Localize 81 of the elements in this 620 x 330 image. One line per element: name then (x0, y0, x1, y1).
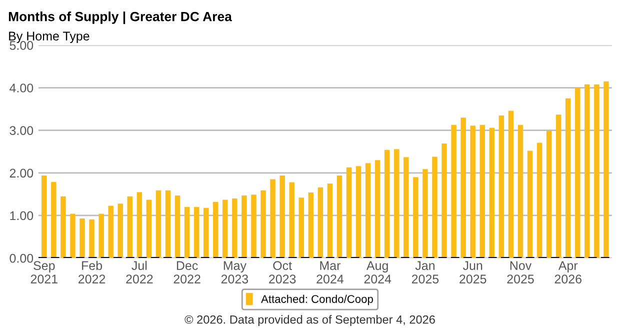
x-tick-label: Sep 2021 (30, 261, 58, 284)
bar (498, 115, 504, 258)
bar (60, 196, 66, 258)
bar (70, 214, 76, 258)
bar (327, 184, 333, 258)
bar (280, 175, 285, 258)
x-tick-label: Oct 2023 (269, 261, 296, 284)
bar (584, 84, 590, 258)
bar (536, 142, 542, 258)
bar (108, 206, 114, 258)
bar (518, 124, 524, 258)
bar (451, 124, 456, 258)
x-tick-label: Jun 2025 (460, 261, 486, 284)
bar (527, 150, 533, 258)
y-tick-label: 2.00 (10, 168, 34, 178)
legend-label: Attached: Condo/Coop (261, 294, 373, 306)
bar (298, 198, 304, 258)
bar (556, 114, 562, 258)
bar (232, 198, 238, 258)
bar (213, 202, 218, 258)
bar (98, 214, 104, 258)
bar (365, 163, 371, 258)
bar (222, 200, 228, 258)
bar (470, 126, 476, 258)
bar (174, 195, 180, 258)
bar (203, 208, 209, 258)
text: © 2026. Data provided as of September 4, 2026 (184, 315, 435, 326)
bar (136, 192, 142, 258)
bar (594, 84, 600, 258)
bar (184, 206, 190, 258)
bar (442, 144, 447, 258)
bar (80, 218, 85, 258)
bar (404, 157, 409, 258)
bar (422, 169, 428, 258)
x-tick-label: Dec 2022 (174, 261, 200, 284)
y-tick-label: 4.00 (10, 84, 34, 92)
y-tick-label: 0.00 (10, 254, 34, 263)
bar (194, 206, 200, 258)
bar (336, 175, 342, 258)
y-tick-label: 3.00 (10, 126, 34, 135)
bar (384, 150, 390, 258)
bar (394, 149, 400, 258)
bar (118, 204, 123, 258)
bar (42, 175, 47, 258)
x-tick-label: Nov 2025 (507, 261, 534, 284)
x-tick-label: Aug 2024 (364, 261, 392, 284)
x-tick-label: May 2023 (221, 261, 248, 284)
x-tick-label: Jan 2025 (412, 261, 439, 284)
bar (432, 156, 438, 258)
y-tick-label: 1.00 (10, 211, 34, 220)
bar (508, 110, 514, 258)
bar (270, 179, 276, 258)
bar (165, 190, 171, 258)
bar (251, 194, 256, 258)
bar (89, 219, 94, 258)
bar (127, 196, 133, 258)
bar (356, 166, 362, 258)
bar (413, 177, 418, 258)
bar (289, 182, 294, 258)
bar (489, 128, 495, 258)
chart-title: Months of Supply | Greater DC Area (8, 12, 232, 24)
bar (575, 88, 580, 258)
x-tick-label: Mar 2024 (316, 261, 344, 284)
bar (308, 192, 314, 258)
x-tick-label: Apr 2026 (554, 261, 582, 284)
bar (480, 124, 485, 258)
bar (51, 182, 56, 258)
y-tick-label: 5.00 (10, 41, 34, 50)
bar (460, 118, 466, 258)
bar (242, 195, 247, 258)
bar (260, 190, 266, 258)
x-tick-label: Feb 2022 (78, 260, 106, 284)
bar (604, 81, 609, 258)
bar (156, 190, 162, 258)
bar (146, 200, 152, 258)
bar (346, 167, 352, 258)
x-tick-label: Jul 2022 (126, 260, 153, 284)
bar (374, 160, 380, 258)
bar (546, 130, 552, 258)
bar (566, 98, 571, 258)
bar (318, 187, 324, 258)
